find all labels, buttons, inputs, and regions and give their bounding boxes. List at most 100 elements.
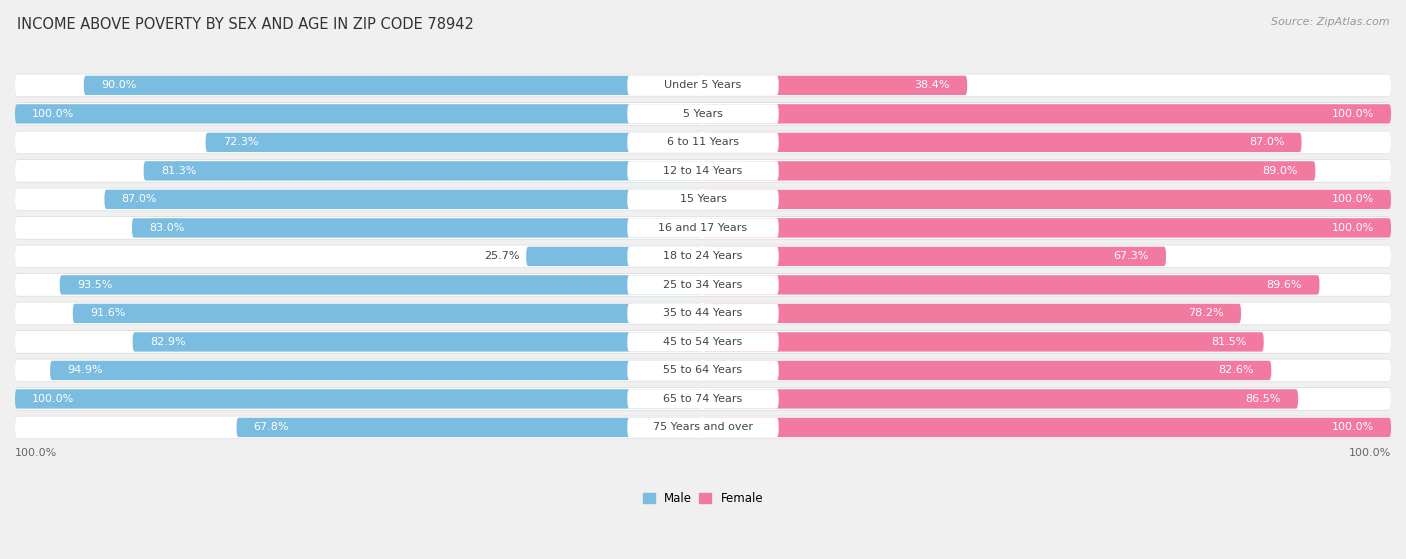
- Text: 100.0%: 100.0%: [1331, 109, 1374, 119]
- FancyBboxPatch shape: [703, 304, 1241, 323]
- Text: 100.0%: 100.0%: [1331, 423, 1374, 433]
- Legend: Male, Female: Male, Female: [638, 487, 768, 510]
- Text: 100.0%: 100.0%: [1331, 195, 1374, 205]
- Text: 67.3%: 67.3%: [1114, 252, 1149, 262]
- FancyBboxPatch shape: [627, 304, 779, 323]
- Text: 15 Years: 15 Years: [679, 195, 727, 205]
- FancyBboxPatch shape: [15, 302, 1391, 324]
- FancyBboxPatch shape: [15, 160, 1391, 182]
- Text: 81.5%: 81.5%: [1211, 337, 1247, 347]
- Text: 89.6%: 89.6%: [1267, 280, 1302, 290]
- Text: 100.0%: 100.0%: [32, 109, 75, 119]
- FancyBboxPatch shape: [703, 190, 1391, 209]
- Text: 78.2%: 78.2%: [1188, 309, 1223, 319]
- FancyBboxPatch shape: [236, 418, 703, 437]
- FancyBboxPatch shape: [627, 361, 779, 380]
- FancyBboxPatch shape: [51, 361, 703, 380]
- FancyBboxPatch shape: [15, 274, 1391, 296]
- FancyBboxPatch shape: [15, 416, 1391, 439]
- FancyBboxPatch shape: [627, 389, 779, 409]
- FancyBboxPatch shape: [15, 103, 1391, 125]
- FancyBboxPatch shape: [15, 188, 1391, 210]
- FancyBboxPatch shape: [15, 74, 1391, 97]
- FancyBboxPatch shape: [104, 190, 703, 209]
- Text: 91.6%: 91.6%: [90, 309, 125, 319]
- FancyBboxPatch shape: [15, 188, 1391, 211]
- Text: 72.3%: 72.3%: [222, 138, 259, 148]
- FancyBboxPatch shape: [627, 247, 779, 266]
- FancyBboxPatch shape: [703, 247, 1166, 266]
- FancyBboxPatch shape: [15, 74, 1391, 96]
- Text: 12 to 14 Years: 12 to 14 Years: [664, 166, 742, 176]
- Text: 25.7%: 25.7%: [484, 252, 519, 262]
- Text: Source: ZipAtlas.com: Source: ZipAtlas.com: [1271, 17, 1389, 27]
- Text: 83.0%: 83.0%: [149, 223, 184, 233]
- Text: 38.4%: 38.4%: [914, 80, 950, 91]
- FancyBboxPatch shape: [59, 275, 703, 295]
- Text: 94.9%: 94.9%: [67, 366, 103, 376]
- FancyBboxPatch shape: [15, 104, 703, 124]
- FancyBboxPatch shape: [15, 389, 703, 409]
- FancyBboxPatch shape: [15, 245, 1391, 267]
- FancyBboxPatch shape: [703, 104, 1391, 124]
- Text: 100.0%: 100.0%: [32, 394, 75, 404]
- FancyBboxPatch shape: [526, 247, 703, 266]
- FancyBboxPatch shape: [627, 104, 779, 124]
- FancyBboxPatch shape: [15, 330, 1391, 354]
- FancyBboxPatch shape: [703, 389, 1298, 409]
- Text: 90.0%: 90.0%: [101, 80, 136, 91]
- FancyBboxPatch shape: [15, 416, 1391, 438]
- FancyBboxPatch shape: [703, 161, 1316, 181]
- FancyBboxPatch shape: [627, 132, 779, 152]
- FancyBboxPatch shape: [627, 218, 779, 238]
- Text: 82.6%: 82.6%: [1219, 366, 1254, 376]
- Text: 35 to 44 Years: 35 to 44 Years: [664, 309, 742, 319]
- Text: 55 to 64 Years: 55 to 64 Years: [664, 366, 742, 376]
- FancyBboxPatch shape: [703, 218, 1391, 238]
- FancyBboxPatch shape: [73, 304, 703, 323]
- Text: 45 to 54 Years: 45 to 54 Years: [664, 337, 742, 347]
- FancyBboxPatch shape: [627, 161, 779, 181]
- Text: 93.5%: 93.5%: [77, 280, 112, 290]
- Text: 86.5%: 86.5%: [1246, 394, 1281, 404]
- FancyBboxPatch shape: [703, 75, 967, 95]
- Text: 67.8%: 67.8%: [253, 423, 290, 433]
- FancyBboxPatch shape: [15, 331, 1391, 353]
- Text: 87.0%: 87.0%: [122, 195, 157, 205]
- FancyBboxPatch shape: [627, 418, 779, 437]
- Text: 89.0%: 89.0%: [1263, 166, 1298, 176]
- FancyBboxPatch shape: [205, 132, 703, 152]
- FancyBboxPatch shape: [15, 359, 1391, 381]
- Text: 75 Years and over: 75 Years and over: [652, 423, 754, 433]
- FancyBboxPatch shape: [132, 332, 703, 352]
- FancyBboxPatch shape: [627, 75, 779, 95]
- Text: 16 and 17 Years: 16 and 17 Years: [658, 223, 748, 233]
- Text: 100.0%: 100.0%: [1331, 223, 1374, 233]
- Text: 65 to 74 Years: 65 to 74 Years: [664, 394, 742, 404]
- FancyBboxPatch shape: [703, 418, 1391, 437]
- FancyBboxPatch shape: [15, 359, 1391, 382]
- FancyBboxPatch shape: [15, 302, 1391, 325]
- FancyBboxPatch shape: [84, 75, 703, 95]
- FancyBboxPatch shape: [703, 332, 1264, 352]
- Text: 6 to 11 Years: 6 to 11 Years: [666, 138, 740, 148]
- FancyBboxPatch shape: [15, 245, 1391, 268]
- FancyBboxPatch shape: [15, 131, 1391, 154]
- FancyBboxPatch shape: [15, 387, 1391, 411]
- FancyBboxPatch shape: [132, 218, 703, 238]
- Text: Under 5 Years: Under 5 Years: [665, 80, 741, 91]
- Text: 100.0%: 100.0%: [15, 448, 58, 458]
- Text: 5 Years: 5 Years: [683, 109, 723, 119]
- Text: 100.0%: 100.0%: [1348, 448, 1391, 458]
- Text: INCOME ABOVE POVERTY BY SEX AND AGE IN ZIP CODE 78942: INCOME ABOVE POVERTY BY SEX AND AGE IN Z…: [17, 17, 474, 32]
- Text: 25 to 34 Years: 25 to 34 Years: [664, 280, 742, 290]
- FancyBboxPatch shape: [15, 217, 1391, 239]
- FancyBboxPatch shape: [15, 131, 1391, 153]
- FancyBboxPatch shape: [703, 132, 1302, 152]
- FancyBboxPatch shape: [15, 216, 1391, 240]
- FancyBboxPatch shape: [15, 159, 1391, 183]
- FancyBboxPatch shape: [627, 275, 779, 295]
- Text: 82.9%: 82.9%: [150, 337, 186, 347]
- FancyBboxPatch shape: [703, 275, 1319, 295]
- Text: 18 to 24 Years: 18 to 24 Years: [664, 252, 742, 262]
